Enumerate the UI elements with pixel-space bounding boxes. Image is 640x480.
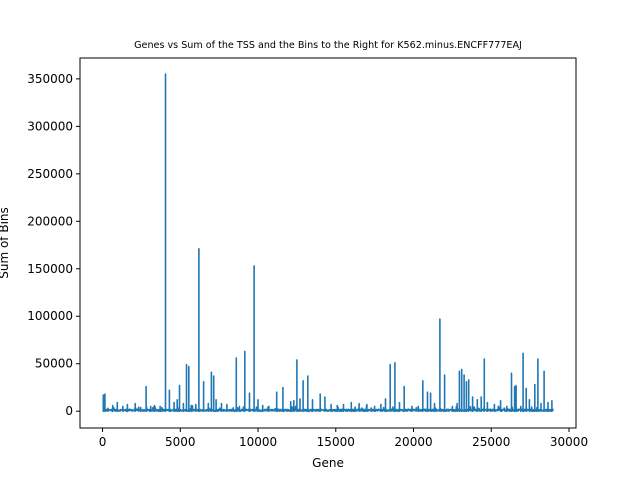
plot-frame — [79, 57, 577, 429]
x-tick-label: 0 — [99, 435, 107, 449]
chart-title: Genes vs Sum of the TSS and the Bins to … — [134, 40, 522, 51]
y-tick-label: 200000 — [27, 214, 73, 228]
series-layer — [102, 73, 554, 412]
x-tick-label: 20000 — [394, 435, 432, 449]
y-tick-label: 150000 — [27, 262, 73, 276]
y-tick-label: 300000 — [27, 119, 73, 133]
y-tick-label: 250000 — [27, 167, 73, 181]
x-tick-label: 25000 — [472, 435, 510, 449]
x-tick-label: 5000 — [165, 435, 196, 449]
x-axis-label: Gene — [312, 456, 344, 470]
y-tick-label: 100000 — [27, 309, 73, 323]
series-line — [102, 73, 554, 412]
y-tick-label: 350000 — [27, 72, 73, 86]
x-axis: 0 5000 10000 15000 20000 25000 30000 — [99, 428, 588, 449]
y-tick-label: 0 — [65, 404, 73, 418]
y-axis-label: Sum of Bins — [0, 207, 11, 279]
y-tick-label: 50000 — [35, 357, 73, 371]
x-tick-label: 30000 — [550, 435, 588, 449]
y-axis: 0 50000 100000 150000 200000 250000 300000 3500… — [27, 72, 80, 418]
x-tick-label: 10000 — [239, 435, 277, 449]
x-tick-label: 15000 — [317, 435, 355, 449]
